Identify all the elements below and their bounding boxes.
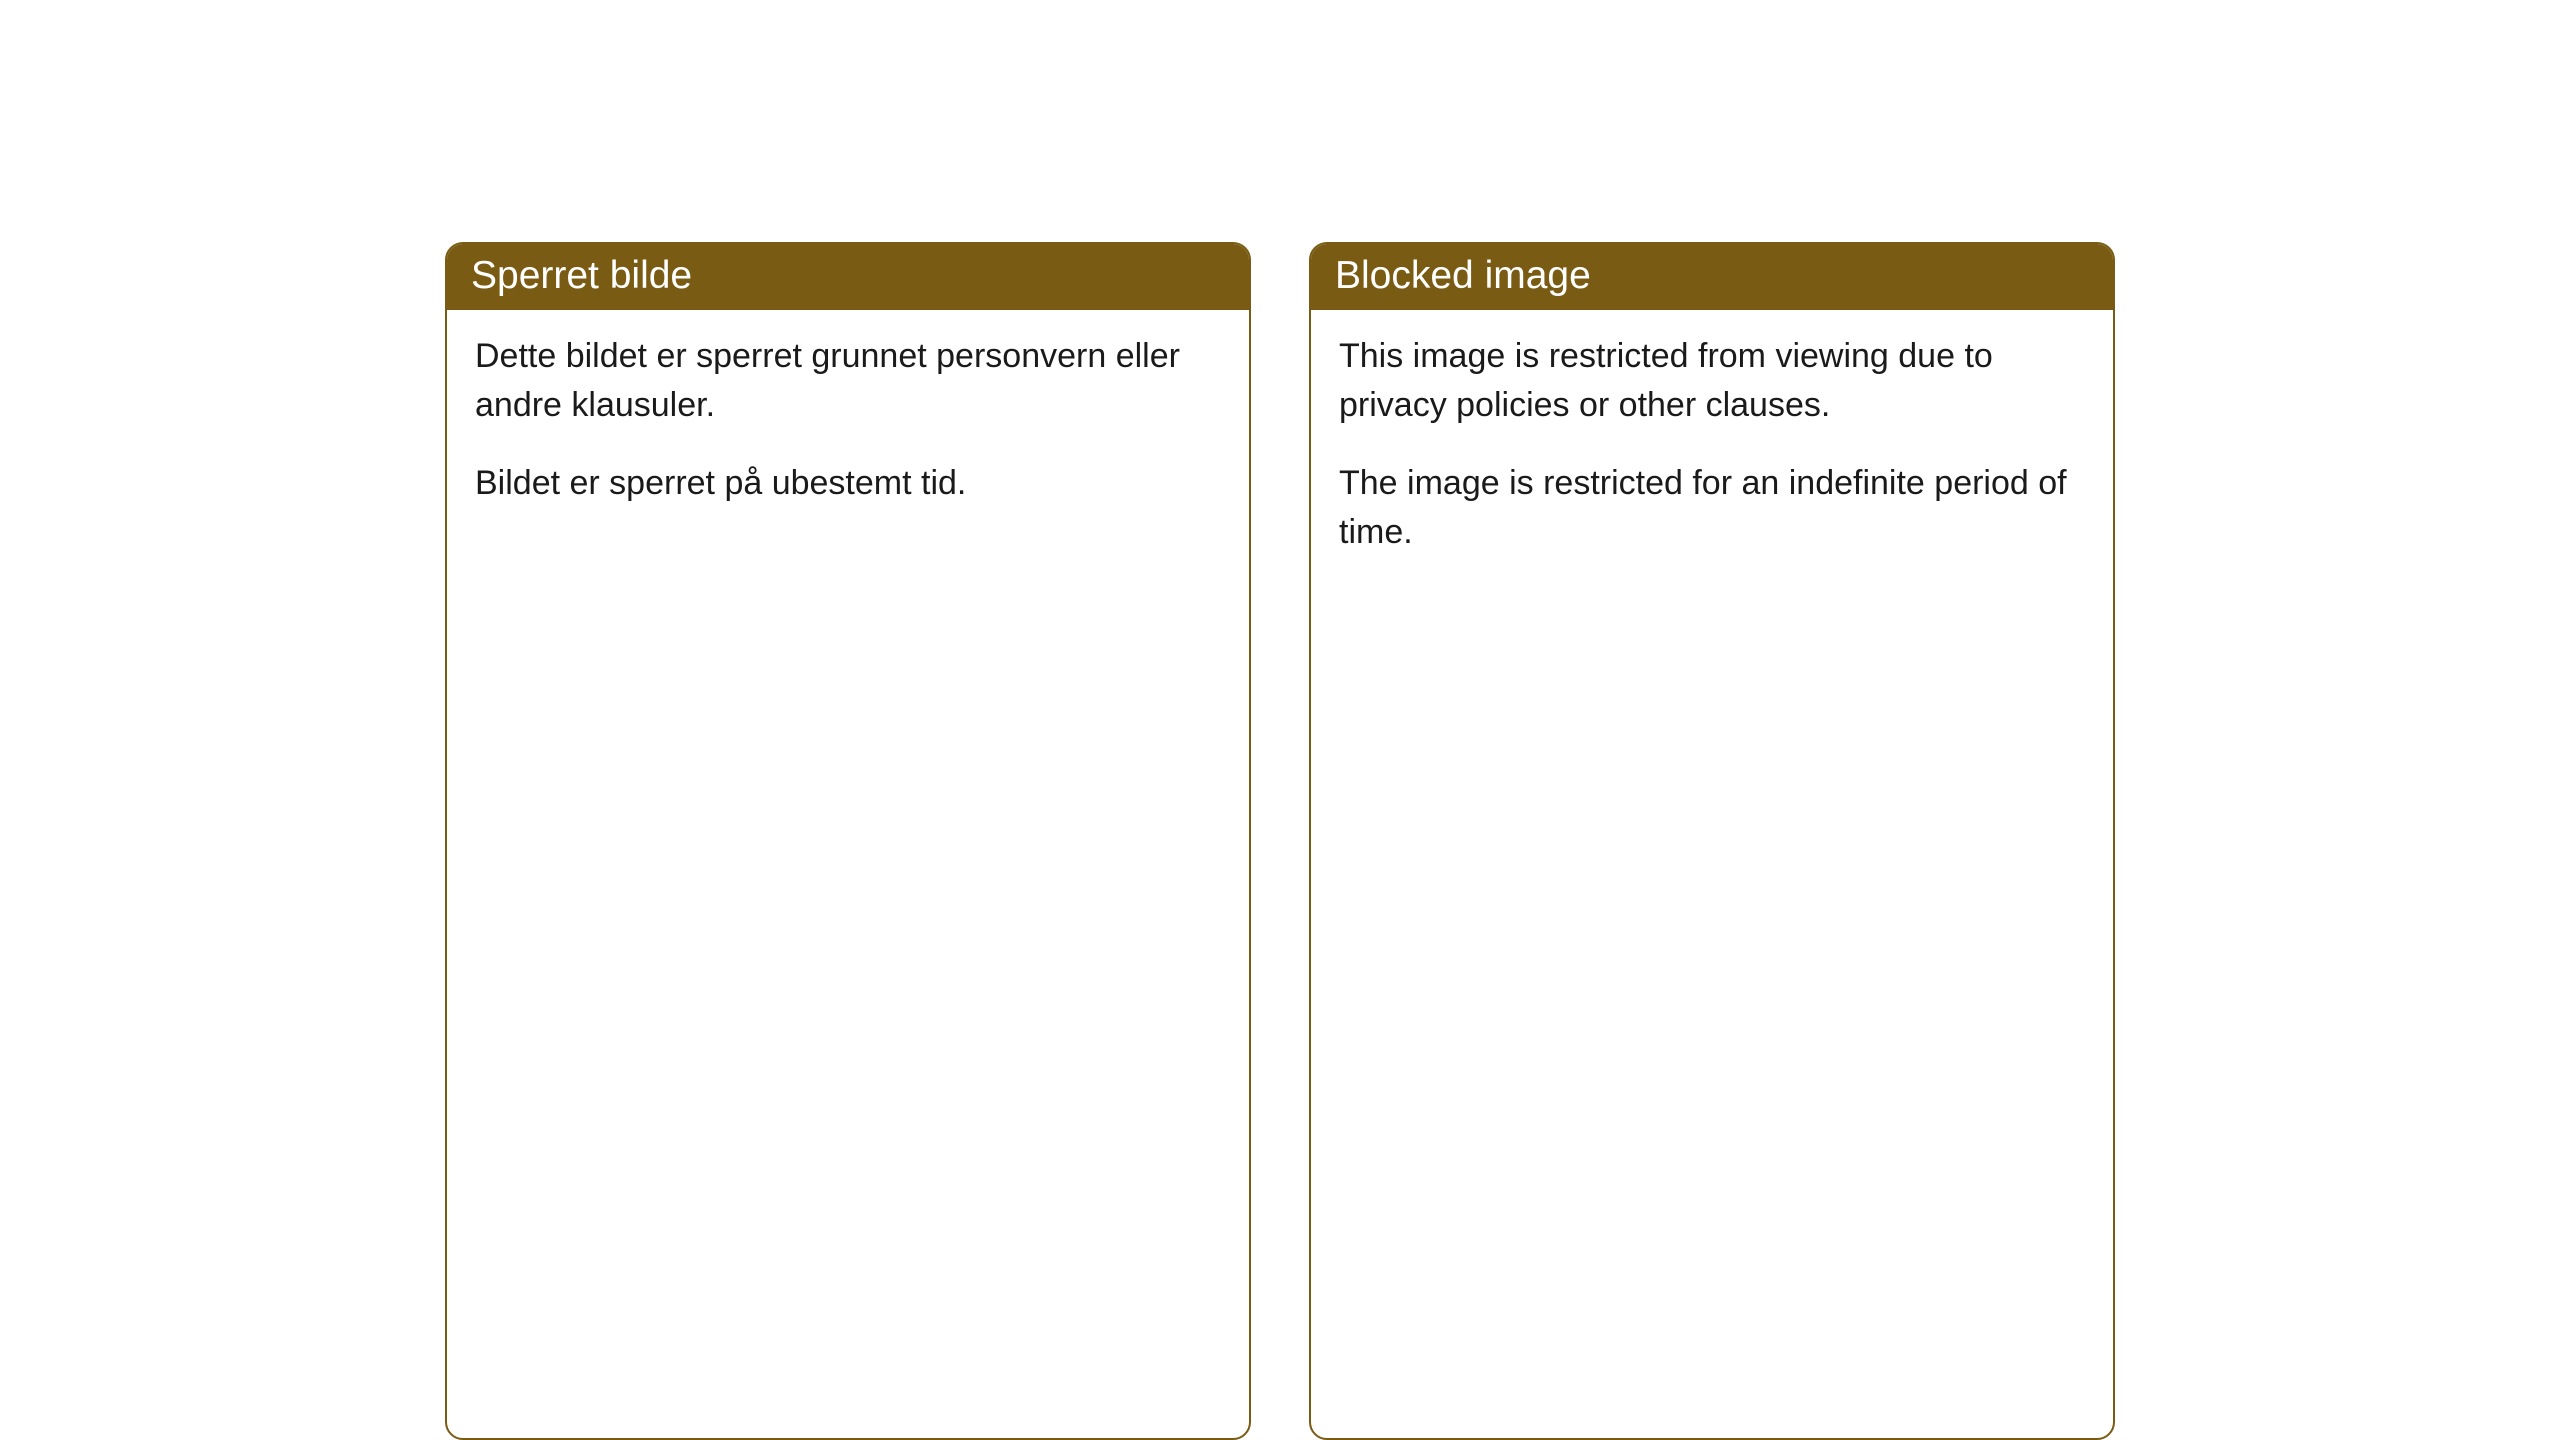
- card-title: Blocked image: [1335, 254, 1591, 297]
- notice-card-norwegian: Sperret bilde Dette bildet er sperret gr…: [445, 242, 1251, 1440]
- card-body: This image is restricted from viewing du…: [1311, 310, 2113, 589]
- card-header: Blocked image: [1311, 244, 2113, 310]
- card-body: Dette bildet er sperret grunnet personve…: [447, 310, 1249, 540]
- card-paragraph: This image is restricted from viewing du…: [1339, 332, 2085, 431]
- card-paragraph: Dette bildet er sperret grunnet personve…: [475, 332, 1221, 431]
- card-header: Sperret bilde: [447, 244, 1249, 310]
- notice-card-english: Blocked image This image is restricted f…: [1309, 242, 2115, 1440]
- card-paragraph: Bildet er sperret på ubestemt tid.: [475, 459, 1221, 508]
- notice-cards-container: Sperret bilde Dette bildet er sperret gr…: [445, 242, 2115, 1440]
- card-paragraph: The image is restricted for an indefinit…: [1339, 459, 2085, 558]
- card-title: Sperret bilde: [471, 254, 692, 297]
